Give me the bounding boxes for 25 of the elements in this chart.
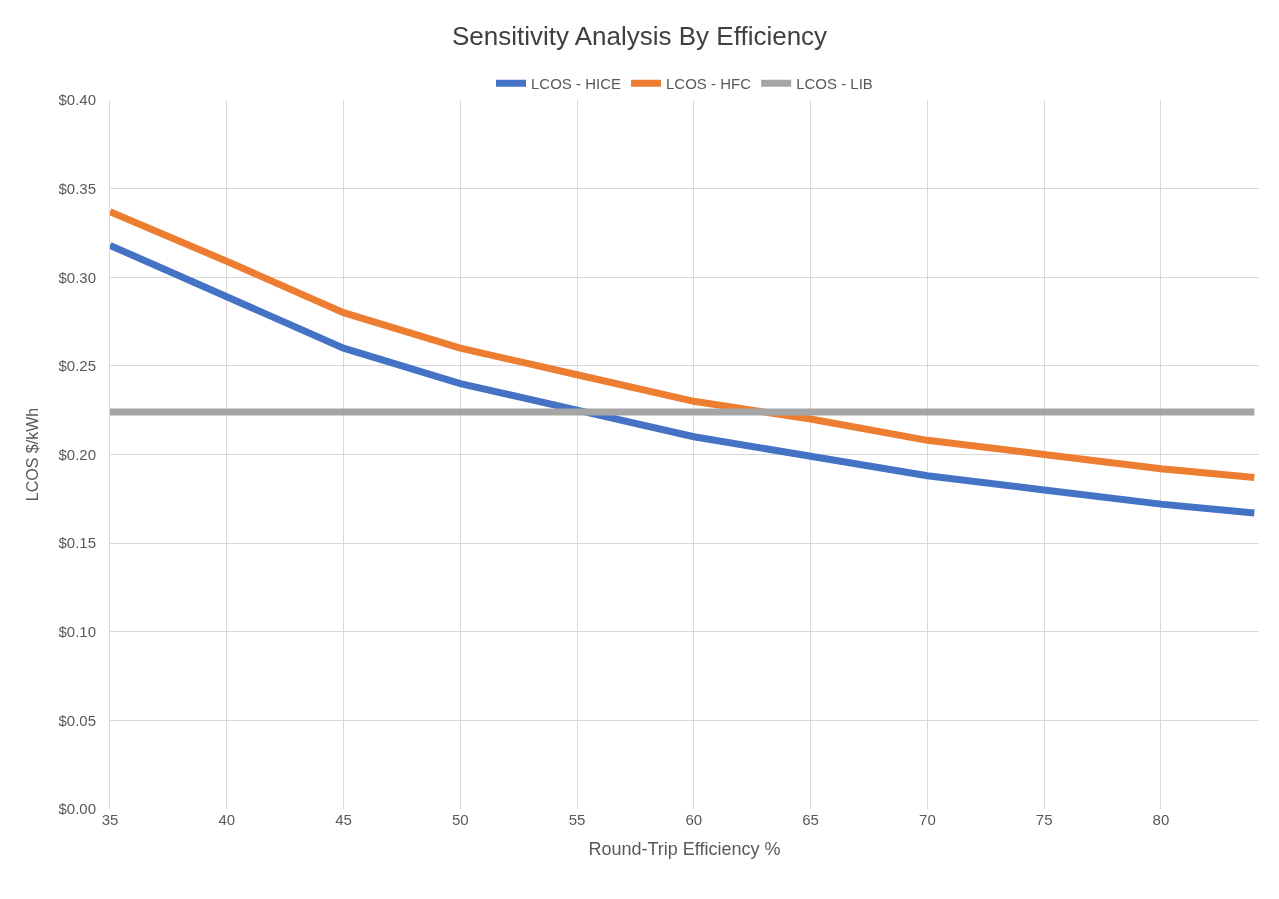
y-tick-label: $0.25 — [58, 357, 96, 375]
x-tick-label: 55 — [568, 811, 586, 828]
x-tick-label: 35 — [101, 811, 119, 828]
x-tick-label: 45 — [335, 811, 352, 828]
legend-label: LCOS - HICE — [531, 75, 622, 93]
y-tick-label: $0.35 — [58, 179, 96, 197]
y-tick-label: $0.00 — [58, 800, 96, 818]
x-tick-label: 75 — [1035, 811, 1053, 828]
y-axis-title: LCOS $/kWh — [24, 407, 42, 502]
x-tick-label: 80 — [1152, 811, 1170, 828]
y-tick-label: $0.10 — [58, 623, 96, 640]
x-axis-title: Round-Trip Efficiency % — [588, 839, 781, 860]
y-tick-label: $0.40 — [58, 91, 96, 109]
legend-label: LCOS - HFC — [666, 75, 752, 93]
x-tick-label: 70 — [919, 811, 936, 828]
y-tick-label: $0.20 — [58, 445, 96, 463]
y-tick-label: $0.30 — [58, 268, 96, 286]
x-tick-label: 65 — [802, 811, 819, 828]
legend-label: LCOS - LIB — [796, 75, 873, 93]
y-tick-label: $0.05 — [58, 711, 96, 729]
x-tick-label: 60 — [685, 811, 703, 828]
chart-title: Sensitivity Analysis By Efficiency — [451, 21, 828, 52]
y-tick-label: $0.15 — [58, 534, 96, 552]
x-tick-label: 40 — [218, 811, 236, 828]
x-tick-label: 50 — [451, 811, 469, 828]
